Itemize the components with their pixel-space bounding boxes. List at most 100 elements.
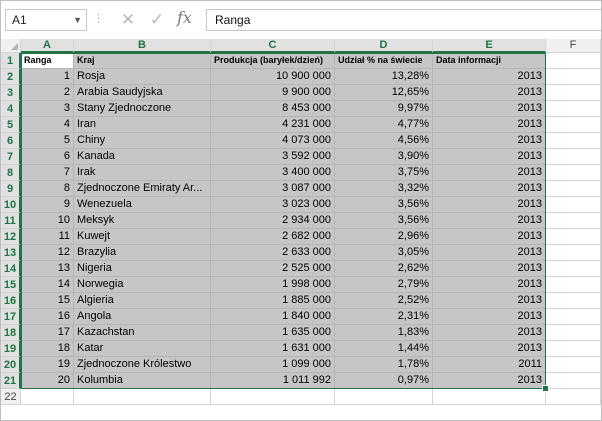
- empty-cell[interactable]: [546, 357, 601, 373]
- table-cell[interactable]: 1 998 000: [211, 277, 335, 293]
- table-cell[interactable]: 10: [21, 213, 74, 229]
- table-cell[interactable]: 16: [21, 309, 74, 325]
- empty-cell[interactable]: [546, 149, 601, 165]
- table-cell[interactable]: 3,56%: [335, 213, 433, 229]
- table-cell[interactable]: 2013: [433, 293, 546, 309]
- table-cell[interactable]: 2: [21, 85, 74, 101]
- table-cell[interactable]: Chiny: [74, 133, 211, 149]
- row-header-10[interactable]: 10: [1, 197, 21, 213]
- row-header-6[interactable]: 6: [1, 133, 21, 149]
- table-cell[interactable]: Rosja: [74, 69, 211, 85]
- row-header-2[interactable]: 2: [1, 69, 21, 85]
- table-cell[interactable]: Algieria: [74, 293, 211, 309]
- column-header-b[interactable]: B: [74, 39, 211, 53]
- empty-cell[interactable]: [335, 389, 433, 405]
- row-header-3[interactable]: 3: [1, 85, 21, 101]
- empty-cell[interactable]: [546, 341, 601, 357]
- table-cell[interactable]: 2 525 000: [211, 261, 335, 277]
- table-cell[interactable]: Katar: [74, 341, 211, 357]
- table-cell[interactable]: 2013: [433, 261, 546, 277]
- table-cell[interactable]: 2013: [433, 197, 546, 213]
- table-cell[interactable]: Iran: [74, 117, 211, 133]
- row-header-1[interactable]: 1: [1, 53, 21, 69]
- column-header-d[interactable]: D: [335, 39, 433, 53]
- table-cell[interactable]: 2011: [433, 357, 546, 373]
- table-cell[interactable]: 2013: [433, 117, 546, 133]
- table-cell[interactable]: 2013: [433, 165, 546, 181]
- name-box[interactable]: A1 ▼: [5, 9, 87, 31]
- table-cell[interactable]: 2013: [433, 309, 546, 325]
- row-header-11[interactable]: 11: [1, 213, 21, 229]
- table-cell[interactable]: 2013: [433, 69, 546, 85]
- insert-function-icon[interactable]: fx: [177, 8, 192, 27]
- table-header-cell[interactable]: Udział % na świecie: [335, 53, 433, 69]
- empty-cell[interactable]: [546, 85, 601, 101]
- empty-cell[interactable]: [546, 261, 601, 277]
- row-header-13[interactable]: 13: [1, 245, 21, 261]
- table-cell[interactable]: 9: [21, 197, 74, 213]
- more-options-icon[interactable]: · · ·: [97, 9, 101, 28]
- fill-handle[interactable]: [542, 385, 549, 392]
- table-cell[interactable]: 2,96%: [335, 229, 433, 245]
- table-cell[interactable]: 2 633 000: [211, 245, 335, 261]
- table-cell[interactable]: 4: [21, 117, 74, 133]
- row-header-22[interactable]: 22: [1, 389, 21, 405]
- table-cell[interactable]: 1,83%: [335, 325, 433, 341]
- table-header-cell[interactable]: Kraj: [74, 53, 211, 69]
- table-cell[interactable]: 1 011 992: [211, 373, 335, 389]
- table-cell[interactable]: 19: [21, 357, 74, 373]
- table-cell[interactable]: 7: [21, 165, 74, 181]
- table-cell[interactable]: Nigeria: [74, 261, 211, 277]
- table-cell[interactable]: 3 592 000: [211, 149, 335, 165]
- table-cell[interactable]: Kanada: [74, 149, 211, 165]
- table-cell[interactable]: 1,78%: [335, 357, 433, 373]
- table-cell[interactable]: Kazachstan: [74, 325, 211, 341]
- table-cell[interactable]: 14: [21, 277, 74, 293]
- table-cell[interactable]: Kuwejt: [74, 229, 211, 245]
- table-cell[interactable]: 4 231 000: [211, 117, 335, 133]
- table-cell[interactable]: 10 900 000: [211, 69, 335, 85]
- column-header-c[interactable]: C: [211, 39, 335, 53]
- table-cell[interactable]: 3,90%: [335, 149, 433, 165]
- table-cell[interactable]: 15: [21, 293, 74, 309]
- empty-cell[interactable]: [546, 101, 601, 117]
- column-header-e[interactable]: E: [433, 39, 546, 53]
- row-header-9[interactable]: 9: [1, 181, 21, 197]
- table-cell[interactable]: 1 631 000: [211, 341, 335, 357]
- column-header-f[interactable]: F: [546, 39, 601, 53]
- table-cell[interactable]: 2 682 000: [211, 229, 335, 245]
- row-header-14[interactable]: 14: [1, 261, 21, 277]
- table-cell[interactable]: Brazylia: [74, 245, 211, 261]
- empty-cell[interactable]: [546, 213, 601, 229]
- table-cell[interactable]: Zjednoczone Królestwo: [74, 357, 211, 373]
- table-cell[interactable]: Wenezuela: [74, 197, 211, 213]
- table-cell[interactable]: 1 099 000: [211, 357, 335, 373]
- empty-cell[interactable]: [546, 373, 601, 389]
- table-cell[interactable]: 3: [21, 101, 74, 117]
- table-cell[interactable]: 9 900 000: [211, 85, 335, 101]
- empty-cell[interactable]: [546, 133, 601, 149]
- table-cell[interactable]: 2013: [433, 149, 546, 165]
- table-cell[interactable]: 2013: [433, 85, 546, 101]
- table-cell[interactable]: 13: [21, 261, 74, 277]
- column-header-a[interactable]: A: [21, 39, 74, 53]
- table-cell[interactable]: 9,97%: [335, 101, 433, 117]
- table-cell[interactable]: 0,97%: [335, 373, 433, 389]
- empty-cell[interactable]: [546, 197, 601, 213]
- table-cell[interactable]: 2 934 000: [211, 213, 335, 229]
- table-cell[interactable]: Zjednoczone Emiraty Ar...: [74, 181, 211, 197]
- table-cell[interactable]: 4,56%: [335, 133, 433, 149]
- empty-cell[interactable]: [546, 181, 601, 197]
- empty-cell[interactable]: [546, 277, 601, 293]
- table-cell[interactable]: 2,62%: [335, 261, 433, 277]
- formula-input[interactable]: Ranga: [206, 9, 601, 31]
- empty-cell[interactable]: [546, 165, 601, 181]
- table-cell[interactable]: 3,05%: [335, 245, 433, 261]
- select-all-button[interactable]: [1, 39, 21, 53]
- table-cell[interactable]: 8: [21, 181, 74, 197]
- table-cell[interactable]: 12: [21, 245, 74, 261]
- table-cell[interactable]: Arabia Saudyjska: [74, 85, 211, 101]
- row-header-7[interactable]: 7: [1, 149, 21, 165]
- table-cell[interactable]: 2013: [433, 213, 546, 229]
- row-header-15[interactable]: 15: [1, 277, 21, 293]
